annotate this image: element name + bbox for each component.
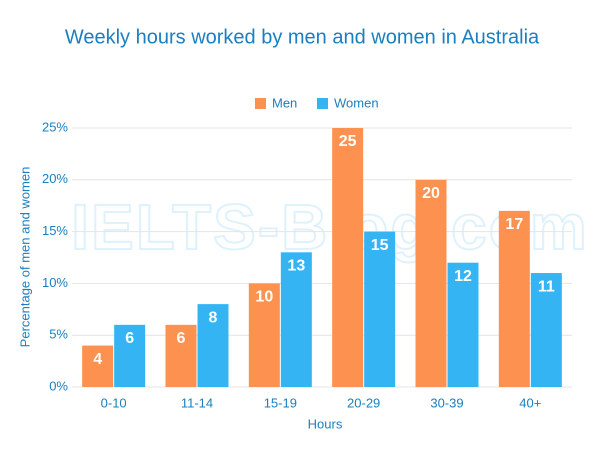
bar [332,128,364,387]
y-tick-label: 0% [49,378,68,393]
legend-swatch [317,98,328,109]
y-tick-label: 15% [42,223,68,238]
x-tick-label: 30-39 [430,395,463,410]
x-tick-label: 40+ [519,395,541,410]
data-label: 15 [371,237,389,254]
data-label: 4 [93,351,102,368]
y-axis-title: Percentage of men and women [17,167,32,348]
legend-label: Women [334,95,379,110]
x-tick-label: 11-14 [181,395,213,410]
data-label: 12 [454,268,472,285]
bar [530,273,562,387]
data-label: 6 [125,330,134,347]
data-label: 20 [422,185,440,202]
x-axis-title: Hours [308,416,343,431]
data-label: 11 [538,278,555,295]
data-label: 17 [505,216,523,233]
chart-title: Weekly hours worked by men and women in … [65,26,540,48]
x-tick-label: 15-19 [264,395,297,410]
bar [280,252,312,387]
y-tick-label: 10% [42,275,68,290]
x-tick-label: 20-29 [347,395,380,410]
data-label: 8 [209,309,218,326]
data-label: 10 [255,289,273,306]
legend-swatch [255,98,266,109]
legend-label: Men [272,95,297,110]
bar [114,324,146,387]
bar [248,283,280,387]
y-tick-label: 5% [49,327,68,342]
bar [498,210,530,387]
x-tick-label: 0-10 [101,395,127,410]
data-label: 13 [287,258,305,275]
y-tick-label: 20% [42,171,68,186]
bar [364,231,396,387]
bar [447,262,479,387]
bar [197,304,229,387]
bar [165,324,197,387]
y-tick-label: 25% [42,119,68,134]
bar [82,345,114,387]
data-label: 25 [339,133,357,150]
bar [415,179,447,387]
data-label: 6 [177,330,186,347]
